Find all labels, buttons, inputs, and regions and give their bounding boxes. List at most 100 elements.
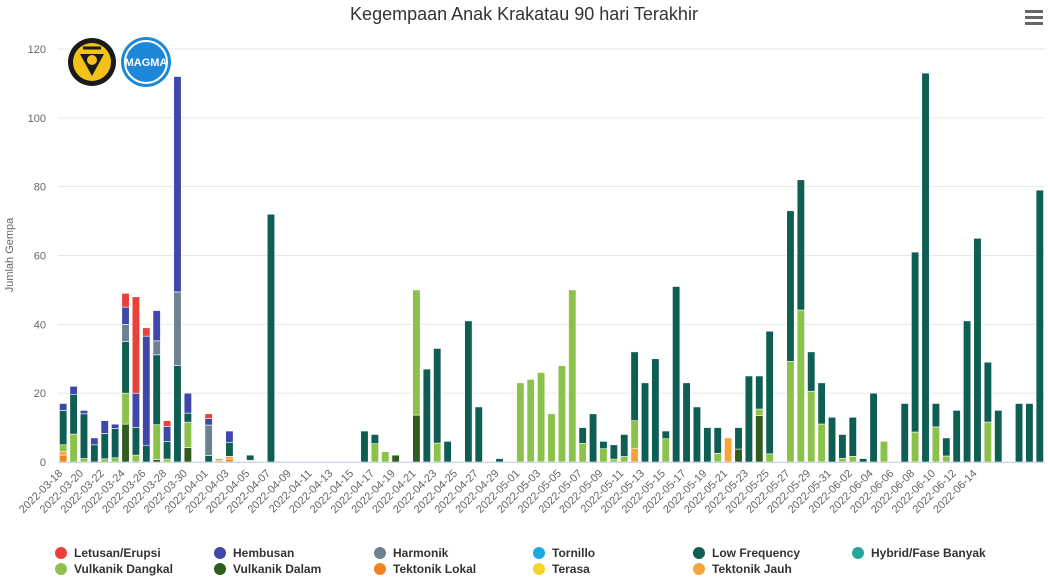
bar-segment[interactable] <box>142 335 151 446</box>
day-bar[interactable] <box>90 437 99 463</box>
day-bar[interactable] <box>391 454 400 463</box>
day-bar[interactable] <box>443 441 452 463</box>
bar-segment[interactable] <box>942 437 951 457</box>
bar-segment[interactable] <box>713 453 722 463</box>
day-bar[interactable] <box>547 413 556 463</box>
bar-segment[interactable] <box>838 434 847 459</box>
bar-segment[interactable] <box>204 455 213 463</box>
bar-segment[interactable] <box>609 458 618 463</box>
bar-segment[interactable] <box>360 430 369 463</box>
bar-segment[interactable] <box>900 403 909 463</box>
bar-segment[interactable] <box>516 382 525 463</box>
legend-item[interactable]: Tornillo <box>533 546 595 560</box>
day-bar[interactable] <box>173 76 182 463</box>
day-bar[interactable] <box>142 327 151 463</box>
bar-segment[interactable] <box>183 421 192 448</box>
day-bar[interactable] <box>69 385 78 463</box>
bar-segment[interactable] <box>121 341 130 394</box>
day-bar[interactable] <box>942 437 951 463</box>
bar-segment[interactable] <box>433 348 442 444</box>
day-bar[interactable] <box>869 392 878 463</box>
bar-segment[interactable] <box>786 361 795 463</box>
day-bar[interactable] <box>620 434 629 463</box>
bar-segment[interactable] <box>848 416 857 457</box>
day-bar[interactable] <box>630 351 639 463</box>
day-bar[interactable] <box>900 403 909 463</box>
bar-segment[interactable] <box>79 458 89 463</box>
day-bar[interactable] <box>183 392 192 463</box>
bar-segment[interactable] <box>163 441 172 460</box>
bar-segment[interactable] <box>412 414 421 463</box>
bar-segment[interactable] <box>713 427 722 454</box>
bar-segment[interactable] <box>609 444 618 460</box>
bar-segment[interactable] <box>963 320 972 463</box>
day-bar[interactable] <box>817 382 826 463</box>
day-bar[interactable] <box>100 420 109 463</box>
bar-segment[interactable] <box>703 427 712 463</box>
bar-segment[interactable] <box>152 424 161 460</box>
bar-segment[interactable] <box>796 309 805 463</box>
bar-segment[interactable] <box>620 456 629 463</box>
bar-segment[interactable] <box>495 458 504 463</box>
bar-segment[interactable] <box>1014 403 1024 463</box>
bar-segment[interactable] <box>734 448 743 463</box>
day-bar[interactable] <box>921 72 930 463</box>
day-bar[interactable] <box>526 379 535 463</box>
bar-segment[interactable] <box>755 415 764 463</box>
day-bar[interactable] <box>786 210 795 463</box>
bar-segment[interactable] <box>131 296 140 394</box>
bar-segment[interactable] <box>225 430 234 443</box>
day-bar[interactable] <box>963 320 972 463</box>
bar-segment[interactable] <box>370 434 379 444</box>
bar-segment[interactable] <box>537 372 546 463</box>
bar-segment[interactable] <box>152 459 161 463</box>
day-bar[interactable] <box>225 430 234 463</box>
day-bar[interactable] <box>911 251 920 463</box>
bar-segment[interactable] <box>152 354 161 426</box>
bar-segment[interactable] <box>131 454 140 463</box>
bar-segment[interactable] <box>121 392 130 425</box>
bar-segment[interactable] <box>163 420 172 427</box>
bar-segment[interactable] <box>786 210 795 362</box>
day-bar[interactable] <box>755 375 764 463</box>
bar-segment[interactable] <box>204 413 213 419</box>
bar-segment[interactable] <box>391 454 400 463</box>
legend-item[interactable]: Vulkanik Dangkal <box>55 562 173 576</box>
bar-segment[interactable] <box>59 410 68 446</box>
bar-segment[interactable] <box>765 453 774 463</box>
day-bar[interactable] <box>163 420 172 463</box>
bar-segment[interactable] <box>111 423 120 429</box>
bar-segment[interactable] <box>661 438 670 463</box>
day-bar[interactable] <box>692 406 701 463</box>
bar-segment[interactable] <box>547 413 556 463</box>
legend-item[interactable]: Hembusan <box>214 546 294 560</box>
bar-segment[interactable] <box>765 330 774 455</box>
day-bar[interactable] <box>796 179 805 463</box>
legend-item[interactable]: Tektonik Jauh <box>693 562 792 576</box>
day-bar[interactable] <box>557 365 566 463</box>
bar-segment[interactable] <box>204 424 213 456</box>
day-bar[interactable] <box>121 293 130 463</box>
bar-segment[interactable] <box>931 426 940 463</box>
bar-segment[interactable] <box>173 291 182 366</box>
bar-segment[interactable] <box>59 451 68 456</box>
day-bar[interactable] <box>609 444 618 463</box>
day-bar[interactable] <box>131 296 140 463</box>
bar-segment[interactable] <box>557 365 566 463</box>
bar-segment[interactable] <box>807 351 816 392</box>
day-bar[interactable] <box>827 416 837 463</box>
bar-segment[interactable] <box>630 420 639 449</box>
bar-segment[interactable] <box>69 433 78 463</box>
day-bar[interactable] <box>765 330 774 463</box>
legend-item[interactable]: Vulkanik Dalam <box>214 562 321 576</box>
bar-segment[interactable] <box>578 427 587 444</box>
day-bar[interactable] <box>807 351 816 463</box>
bar-segment[interactable] <box>204 418 213 426</box>
day-bar[interactable] <box>495 458 504 463</box>
day-bar[interactable] <box>266 213 276 463</box>
bar-segment[interactable] <box>100 433 109 460</box>
bar-segment[interactable] <box>796 179 805 311</box>
bar-segment[interactable] <box>381 451 390 463</box>
bar-segment[interactable] <box>90 444 99 463</box>
bar-segment[interactable] <box>142 444 151 463</box>
